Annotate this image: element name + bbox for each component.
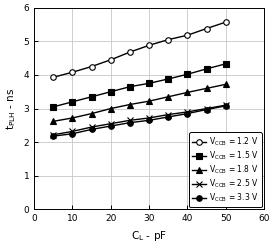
X-axis label: $\mathregular{C_L}$ - pF: $\mathregular{C_L}$ - pF [131, 229, 167, 243]
Legend: $\mathregular{V_{CCB}}$ = 1.2 V, $\mathregular{V_{CCB}}$ = 1.5 V, $\mathregular{: $\mathregular{V_{CCB}}$ = 1.2 V, $\mathr… [189, 132, 262, 207]
Y-axis label: $\mathregular{t_{PLH}}$ - ns: $\mathregular{t_{PLH}}$ - ns [4, 87, 18, 130]
